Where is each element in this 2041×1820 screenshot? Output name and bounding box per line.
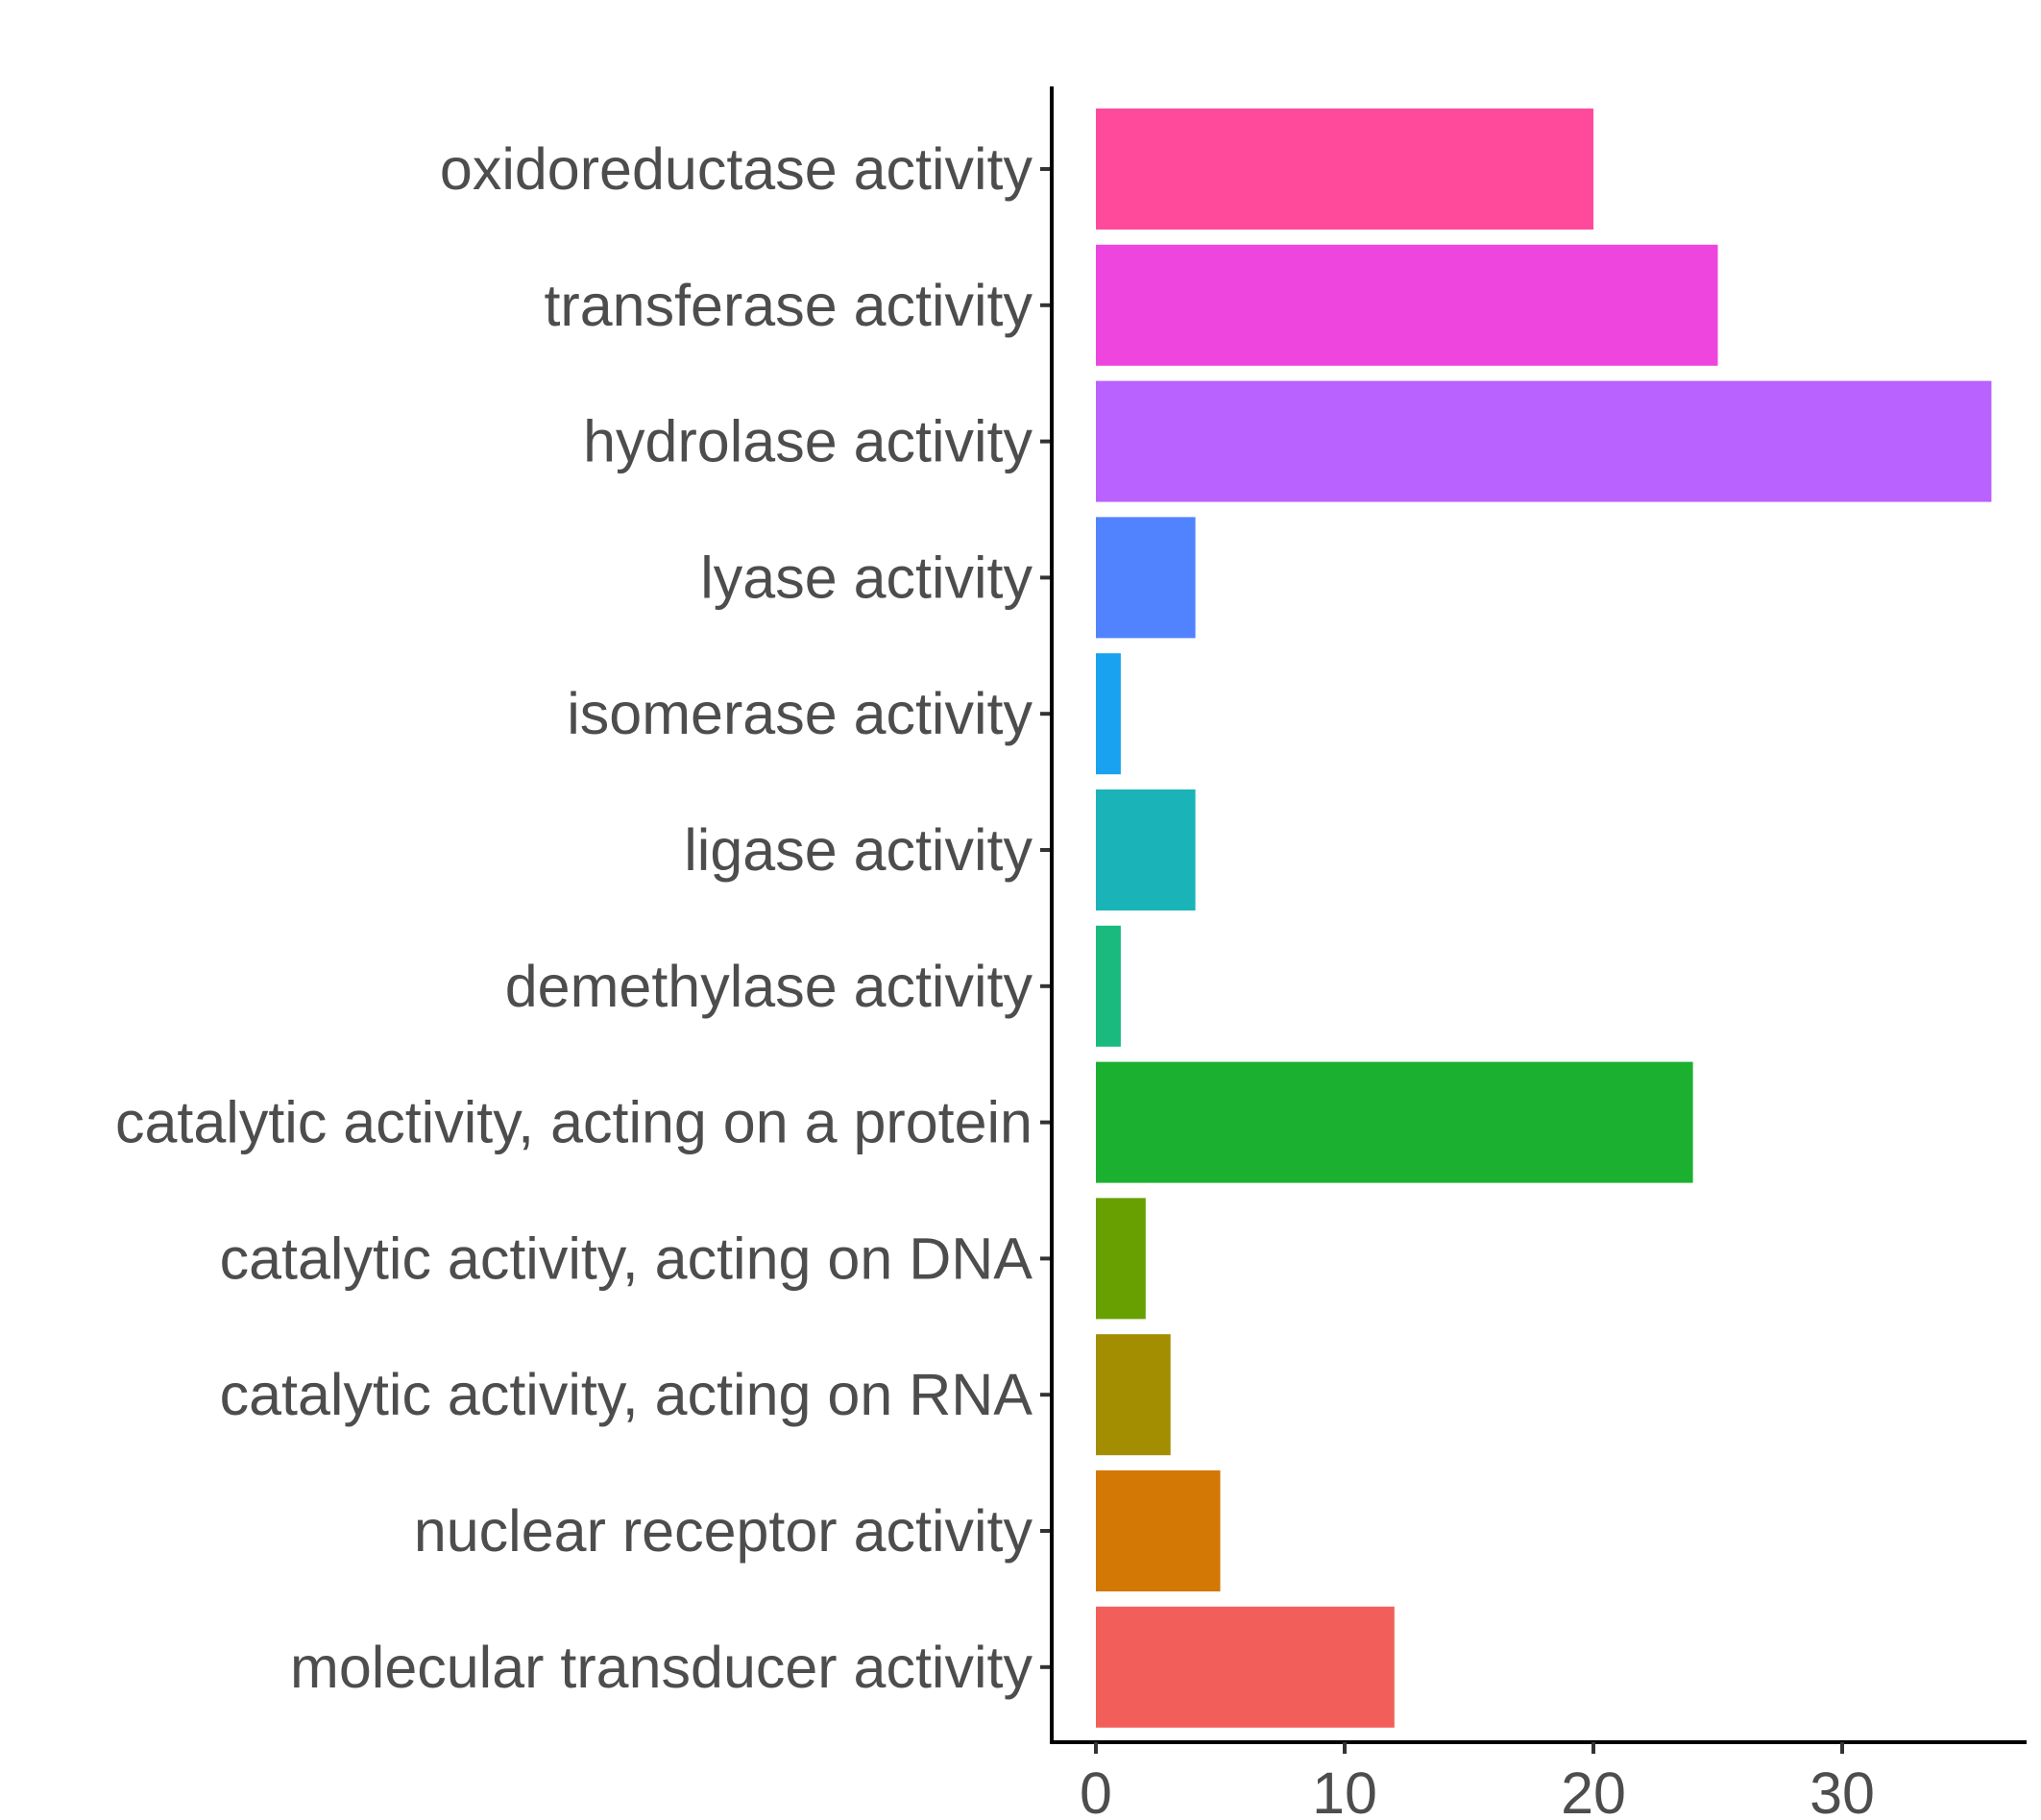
y-tick-label: isomerase activity <box>567 681 1033 746</box>
bar-6 <box>1096 789 1196 910</box>
bars-layer <box>1096 109 1992 1728</box>
bar-9 <box>1096 1198 1146 1320</box>
y-tick-label: lyase activity <box>700 545 1033 610</box>
bar-5 <box>1096 653 1121 775</box>
x-tick-label: 0 <box>1080 1760 1112 1820</box>
bar-12 <box>1096 1606 1395 1728</box>
bar-2 <box>1096 244 1718 366</box>
y-tick-label: ligase activity <box>684 817 1033 883</box>
y-axis: oxidoreductase activity transferase activ… <box>115 86 1054 1742</box>
y-tick-label: oxidoreductase activity <box>440 136 1033 202</box>
x-tick-label: 20 <box>1561 1760 1626 1820</box>
bar-3 <box>1096 380 1992 502</box>
x-tick-label: 10 <box>1312 1760 1377 1820</box>
bar-4 <box>1096 517 1196 639</box>
y-tick-label: transferase activity <box>544 273 1033 338</box>
y-tick-label: hydrolase activity <box>583 409 1033 474</box>
y-tick-label: demethylase activity <box>505 954 1033 1019</box>
bar-7 <box>1096 925 1121 1047</box>
x-tick-label: 30 <box>1810 1760 1875 1820</box>
x-axis: 0 10 20 30 <box>1050 1740 2027 1820</box>
bar-11 <box>1096 1470 1221 1591</box>
y-tick-label: catalytic activity, acting on a protein <box>115 1090 1033 1155</box>
bar-10 <box>1096 1334 1171 1456</box>
y-tick-label: catalytic activity, acting on RNA <box>220 1362 1033 1427</box>
bar-1 <box>1096 109 1593 230</box>
bar-8 <box>1096 1061 1693 1183</box>
y-tick-label: nuclear receptor activity <box>414 1498 1033 1564</box>
y-tick-label: catalytic activity, acting on DNA <box>220 1225 1033 1291</box>
y-tick-label: molecular transducer activity <box>290 1635 1033 1700</box>
